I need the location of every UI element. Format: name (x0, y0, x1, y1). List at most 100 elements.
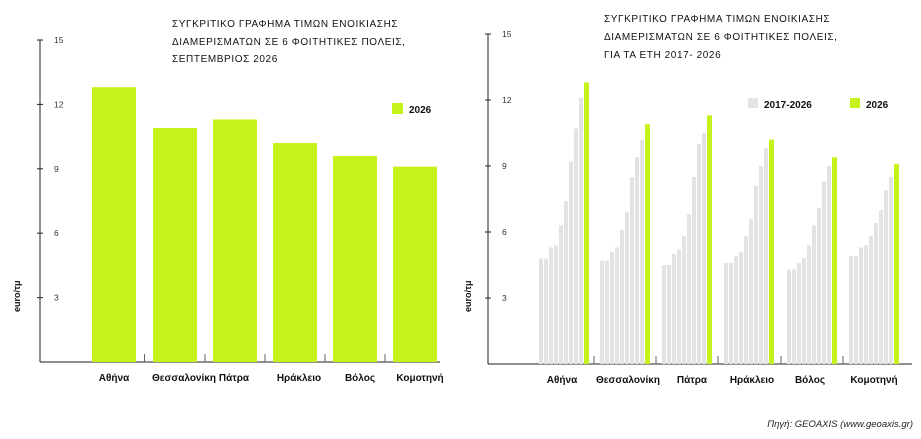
right-history-bar (822, 181, 826, 364)
right-category-label: Αθήνα (547, 375, 578, 386)
right-category-label: Θεσσαλονίκη (596, 375, 660, 386)
right-history-bar (579, 97, 583, 365)
left-category-labels: Αθήνα Θεσσαλονίκη Πάτρα Ηράκλειο Βόλος Κομοτη… (99, 373, 444, 384)
right-history-bar (539, 258, 543, 364)
left-y-tick-label: 15 (54, 35, 64, 45)
right-history-bar (682, 236, 686, 364)
left-bar-2 (213, 119, 257, 362)
right-history-bar (640, 139, 644, 364)
right-history-bar (817, 207, 821, 364)
right-history-bar (610, 251, 614, 364)
left-y-tick-label: 12 (54, 99, 64, 109)
right-history-bar (744, 236, 748, 364)
right-history-bar (662, 265, 666, 364)
right-history-bar (854, 256, 858, 364)
left-category-label: Θεσσαλονίκη (152, 373, 216, 384)
right-history-bar (625, 212, 629, 364)
left-y-tick-label: 9 (54, 164, 59, 174)
right-history-bar (620, 229, 624, 364)
right-y-axis-label: euro/τμ (463, 280, 473, 312)
right-history-bar (889, 177, 893, 364)
right-current-bar (832, 157, 837, 364)
right-history-bar (749, 218, 753, 364)
right-category-label: Ηράκλειο (730, 375, 774, 386)
left-legend: 2026 (392, 103, 432, 116)
right-history-bar (849, 256, 853, 364)
right-title-line-2: ΔΙΑΜΕΡΙΣΜΑΤΩΝ ΣΕ 6 ΦΟΙΤΗΤΙΚΕΣ ΠΟΛΕΙΣ, (604, 32, 838, 43)
right-history-bar (692, 177, 696, 364)
right-y-tick-label: 6 (502, 227, 507, 237)
left-title-line-3: ΣΕΠΤΕΜΒΡΙΟΣ 2026 (172, 54, 278, 65)
right-history-bar (697, 144, 701, 364)
right-y-tick-label: 9 (502, 161, 507, 171)
right-history-bar (729, 262, 733, 364)
left-category-label: Πάτρα (219, 373, 250, 384)
right-history-bar (724, 262, 728, 364)
right-history-bar (797, 262, 801, 364)
right-history-bar (827, 166, 831, 364)
right-legend-swatch-2026 (850, 98, 860, 108)
right-category-label: Κομοτηνή (850, 375, 897, 386)
right-history-bar (764, 148, 768, 364)
left-bar-0 (92, 87, 136, 362)
right-history-bar (549, 247, 553, 364)
right-y-tick-label: 15 (502, 29, 512, 39)
right-history-bar (739, 251, 743, 364)
right-history-bar (569, 161, 573, 364)
chart-left: ΣΥΓΚΡΙΤΙΚΟ ΓΡΑΦΗΜΑ ΤΙΜΩΝ ΕΝΟΙΚΙΑΣΗΣ ΔΙΑΜ… (12, 19, 444, 384)
chart-right: ΣΥΓΚΡΙΤΙΚΟ ΓΡΑΦΗΜΑ ΤΙΜΩΝ ΕΝΟΙΚΙΑΣΗΣ ΔΙΑΜ… (463, 14, 912, 386)
right-history-bar (859, 247, 863, 364)
right-history-bar (605, 260, 609, 364)
right-category-label: Βόλος (795, 375, 825, 386)
right-history-bar (544, 258, 548, 364)
right-history-bar (879, 210, 883, 364)
right-history-bar (884, 190, 888, 364)
right-category-label: Πάτρα (677, 375, 708, 386)
right-legend-label-2026: 2026 (866, 100, 889, 111)
right-history-bar (807, 245, 811, 364)
left-bar-4 (333, 155, 377, 362)
left-legend-swatch-2026 (392, 103, 403, 114)
right-current-bar (894, 163, 899, 364)
right-legend: 2017-2026 2026 (748, 98, 889, 111)
left-category-label: Αθήνα (99, 373, 130, 384)
right-history-bar (812, 225, 816, 364)
right-history-bar (667, 265, 671, 364)
left-category-label: Ηράκλειο (277, 373, 321, 384)
left-bar-3 (273, 143, 317, 362)
right-history-bar (554, 245, 558, 364)
right-history-bar (672, 254, 676, 364)
right-history-bar (734, 256, 738, 364)
right-history-bar (874, 223, 878, 364)
right-bars (539, 82, 899, 365)
right-history-bar (635, 157, 639, 364)
right-current-bar (769, 139, 774, 364)
right-current-bar (584, 82, 589, 365)
right-history-bar (687, 214, 691, 364)
right-history-bar (802, 258, 806, 364)
left-category-label: Κομοτηνή (396, 373, 443, 384)
right-history-bar (754, 185, 758, 364)
left-title-line-2: ΔΙΑΜΕΡΙΣΜΑΤΩΝ ΣΕ 6 ΦΟΙΤΗΤΙΚΕΣ ΠΟΛΕΙΣ, (172, 37, 406, 48)
right-category-labels: Αθήνα Θεσσαλονίκη Πάτρα Ηράκλειο Βόλος Κομοτη… (547, 375, 898, 386)
right-history-bar (869, 236, 873, 364)
left-bar-5 (393, 166, 437, 362)
right-history-bar (787, 269, 791, 364)
right-legend-label-history: 2017-2026 (764, 100, 812, 111)
right-history-bar (600, 260, 604, 364)
right-history-bar (615, 247, 619, 364)
left-title-line-1: ΣΥΓΚΡΙΤΙΚΟ ΓΡΑΦΗΜΑ ΤΙΜΩΝ ΕΝΟΙΚΙΑΣΗΣ (172, 19, 398, 30)
left-y-axis-label: euro/τμ (12, 280, 22, 312)
right-history-bar (792, 269, 796, 364)
right-y-tick-label: 12 (502, 95, 512, 105)
right-history-bar (702, 133, 706, 364)
left-y-tick-label: 6 (54, 228, 59, 238)
left-legend-label-2026: 2026 (409, 105, 432, 116)
right-history-bar (559, 225, 563, 364)
right-history-bar (677, 249, 681, 364)
left-bar-1 (153, 128, 197, 362)
right-title-line-3: ΓΙΑ ΤΑ ΕΤΗ 2017- 2026 (604, 50, 721, 61)
right-history-bar (574, 128, 578, 364)
right-y-tick-label: 3 (502, 293, 507, 303)
